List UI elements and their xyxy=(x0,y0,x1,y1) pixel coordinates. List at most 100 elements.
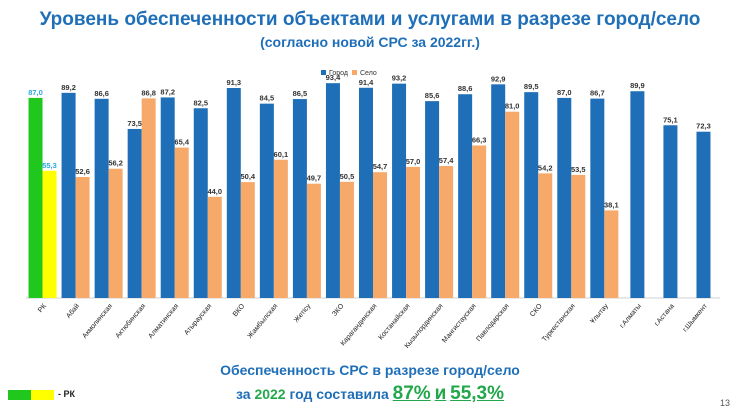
data-label-city: 89,5 xyxy=(524,82,539,91)
bar-city xyxy=(160,97,175,298)
bar-city xyxy=(127,128,142,298)
data-label-rural: 38,1 xyxy=(604,200,619,209)
bar-rural xyxy=(207,196,222,298)
legend-city-label: Город xyxy=(329,70,348,77)
data-label-rural: 57,4 xyxy=(439,156,454,165)
bar-rural xyxy=(571,174,586,298)
legend-city-swatch xyxy=(321,70,326,75)
bar-chart: Город Село 87,0 55,3 РК 89,2 52,6 Абай 86,6 56,2 А… xyxy=(26,70,720,350)
data-label-rural: 49,7 xyxy=(307,174,322,183)
data-label-rural: 57,0 xyxy=(406,157,421,166)
data-label-city: 72,3 xyxy=(696,122,711,131)
bar-city xyxy=(458,94,473,298)
data-label-city: 89,2 xyxy=(61,83,76,92)
bar-rural xyxy=(604,210,619,298)
legend-rural-swatch xyxy=(352,70,357,75)
bar-rural xyxy=(141,98,156,298)
category-label: Костанайская xyxy=(377,302,412,341)
data-label-city: 93,4 xyxy=(326,73,341,82)
rk-legend-swatch xyxy=(8,390,54,400)
data-label-rural: 56,2 xyxy=(108,159,123,168)
bar-city xyxy=(696,131,711,298)
summary-year: 2022 xyxy=(254,386,286,402)
bar-city xyxy=(94,98,109,298)
category-label: ЗКО xyxy=(331,302,346,317)
category-label: Жамбылская xyxy=(246,302,280,340)
data-label-rural: 66,3 xyxy=(472,136,487,145)
bar-city xyxy=(61,92,76,298)
summary-prefix: за xyxy=(235,386,251,402)
data-label-rural: 52,6 xyxy=(75,167,90,176)
bar-rural xyxy=(538,173,553,298)
bar-city xyxy=(226,88,241,298)
bar-rural xyxy=(42,170,57,298)
rk-legend-label: - РК xyxy=(58,389,75,399)
bar-rural xyxy=(505,111,520,298)
category-label: Мангистауская xyxy=(441,303,478,345)
category-label: г.Астана xyxy=(654,303,677,328)
data-label-rural: 86,8 xyxy=(141,88,156,97)
bar-rural xyxy=(306,183,321,298)
data-label-city: 91,4 xyxy=(359,78,374,87)
bar-city xyxy=(491,84,506,298)
bar-city xyxy=(325,83,340,299)
page-number: 13 xyxy=(719,398,730,408)
bar-city xyxy=(663,125,678,299)
data-label-city: 88,6 xyxy=(458,84,473,93)
page-subtitle: (согласно новой СРС за 2022гг.) xyxy=(260,34,480,50)
bar-city xyxy=(292,99,307,298)
bar-rural xyxy=(108,168,123,298)
category-label: Жетісу xyxy=(292,302,312,324)
summary-conj: и xyxy=(434,383,447,404)
data-label-rural: 60,1 xyxy=(274,150,289,159)
category-label: г.Алматы xyxy=(619,303,643,330)
bar-rural xyxy=(439,165,454,298)
bar-city xyxy=(392,83,407,298)
category-label: Карагандинская xyxy=(340,303,379,348)
legend-rural-label: Село xyxy=(360,70,377,77)
category-label: Атырауская xyxy=(183,303,213,337)
data-label-rural: 44,0 xyxy=(207,187,222,196)
data-label-city: 87,2 xyxy=(160,87,175,96)
bar-rural xyxy=(373,172,387,298)
bar-rural xyxy=(240,182,255,298)
data-label-city: 89,9 xyxy=(630,81,645,90)
bar-city xyxy=(425,101,440,298)
data-label-rural: 65,4 xyxy=(174,138,189,147)
category-label: Павлодарская xyxy=(475,303,510,343)
summary-value-city: 87% xyxy=(392,383,431,404)
data-label-city: 87,0 xyxy=(557,88,572,97)
bar-city xyxy=(630,91,645,298)
category-label: СКО xyxy=(529,302,544,318)
category-label: Ұлытау xyxy=(589,302,610,325)
data-label-city: 86,6 xyxy=(94,89,109,98)
data-label-rural: 55,3 xyxy=(42,161,57,170)
rk-legend-green xyxy=(8,390,31,400)
category-label: г.Шымкент xyxy=(682,302,710,333)
bar-city xyxy=(359,87,373,298)
bar-city xyxy=(193,108,208,298)
bar-city xyxy=(557,97,572,299)
data-label-city: 85,6 xyxy=(425,91,440,100)
data-label-city: 87,0 xyxy=(28,88,43,97)
bar-rural xyxy=(273,159,288,298)
rk-legend-yellow xyxy=(31,390,54,400)
data-label-city: 84,5 xyxy=(260,94,275,103)
bar-rural xyxy=(75,177,90,298)
data-label-rural: 54,2 xyxy=(538,163,553,172)
category-label: Акмолинская xyxy=(81,303,114,340)
bar-rural xyxy=(174,147,189,298)
data-label-rural: 50,5 xyxy=(340,172,355,181)
data-label-city: 93,2 xyxy=(392,74,407,83)
category-label: РК xyxy=(37,302,49,314)
bar-city xyxy=(259,103,274,299)
summary-value-rural: 55,3% xyxy=(450,383,505,404)
category-label: Кызылординская xyxy=(404,303,445,350)
bar-rural xyxy=(472,145,487,298)
category-label: ВКО xyxy=(232,302,247,318)
data-label-city: 82,5 xyxy=(193,98,208,107)
category-label: Туркестанская xyxy=(541,303,577,344)
data-label-city: 92,9 xyxy=(491,74,506,83)
page-title: Уровень обеспеченности объектами и услуг… xyxy=(39,9,701,30)
data-label-city: 86,7 xyxy=(590,89,605,98)
